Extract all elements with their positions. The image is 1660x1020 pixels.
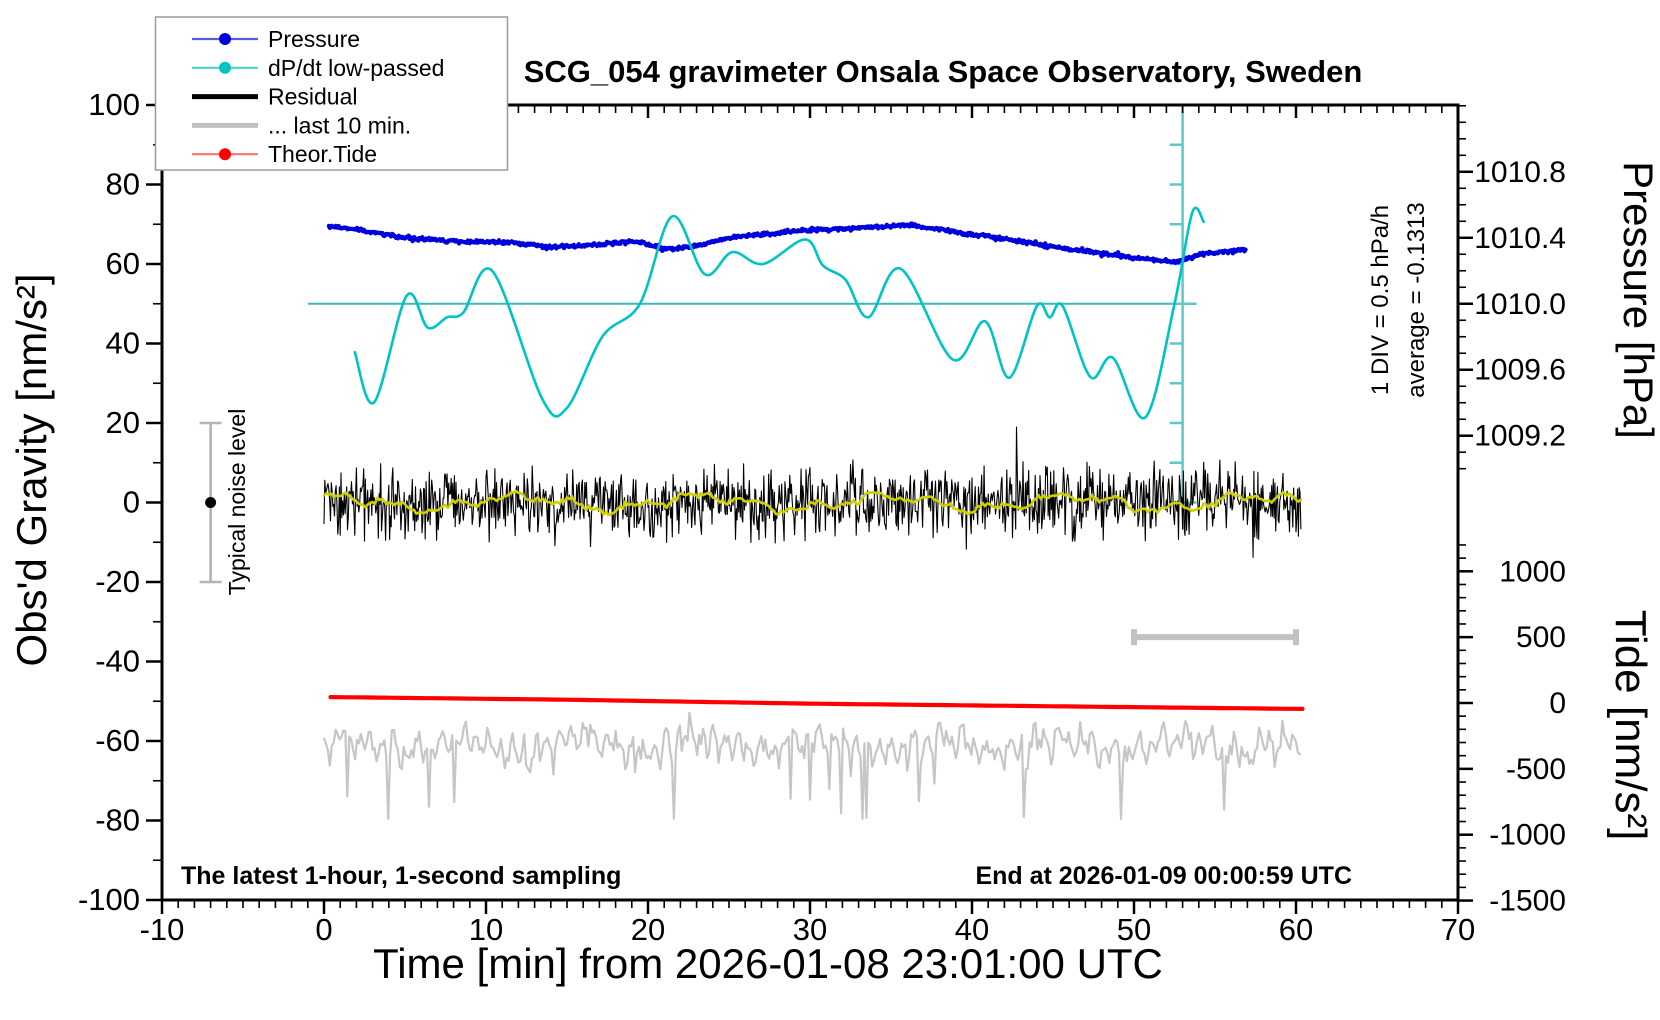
gravity-tick-label: -40 bbox=[95, 644, 140, 679]
pressure-tick-label: 1009.6 bbox=[1474, 354, 1566, 387]
legend-label: Pressure bbox=[268, 26, 360, 52]
theor-tide-series bbox=[328, 694, 1305, 712]
gravity-tick-label: 40 bbox=[106, 326, 140, 361]
pressure-tick-label: 1010.4 bbox=[1474, 222, 1566, 255]
gravity-tick-label: -60 bbox=[95, 723, 140, 758]
sampling-note: The latest 1-hour, 1-second sampling bbox=[181, 862, 621, 890]
tide-tick-label: 1000 bbox=[1499, 555, 1566, 588]
pressure-axis-label: Pressure [hPa] bbox=[1615, 161, 1660, 439]
gravity-tick-label: 0 bbox=[123, 485, 140, 520]
typical-noise-label: Typical noise level bbox=[224, 409, 250, 596]
tide-tick-label: -1500 bbox=[1489, 885, 1566, 918]
legend-item: dP/dt low-passed bbox=[192, 55, 444, 81]
legend-label: ... last 10 min. bbox=[268, 112, 411, 138]
x-tick-label: 0 bbox=[315, 912, 332, 947]
gravity-tick-label: -80 bbox=[95, 803, 140, 838]
legend-item: ... last 10 min. bbox=[192, 112, 411, 138]
legend-label: dP/dt low-passed bbox=[268, 55, 444, 81]
x-tick-label: 50 bbox=[1117, 912, 1151, 947]
legend-item: Theor.Tide bbox=[192, 141, 377, 167]
pressure-tick-label: 1010.0 bbox=[1474, 288, 1566, 321]
x-tick-label: 60 bbox=[1279, 912, 1313, 947]
legend-label: Residual bbox=[268, 84, 358, 110]
div-scale-note: 1 DIV = 0.5 hPa/h bbox=[1367, 205, 1394, 395]
legend-item: Residual bbox=[192, 84, 358, 110]
end-time-note: End at 2026-01-09 00:00:59 UTC bbox=[975, 862, 1352, 890]
gravity-tick-label: 20 bbox=[106, 405, 140, 440]
legend-dot-sample bbox=[219, 61, 231, 74]
chart-title: SCG_054 gravimeter Onsala Space Observat… bbox=[524, 54, 1363, 89]
residual-lowpass-series bbox=[322, 489, 1303, 517]
legend-box bbox=[154, 16, 509, 171]
gravity-tick-label: -20 bbox=[95, 564, 140, 599]
gravity-tick-label: 80 bbox=[106, 167, 140, 202]
x-tick-label: 40 bbox=[955, 912, 989, 947]
tide-axis-label: Tide [nm/s²] bbox=[1606, 610, 1655, 841]
x-tick-label: -10 bbox=[140, 912, 185, 947]
tide-tick-label: 0 bbox=[1549, 687, 1566, 720]
legend-dot-sample bbox=[219, 33, 231, 45]
plot-area: -10 0 10 20 30 40 50 60 70100806040200-20-40-60-… bbox=[78, 87, 1566, 947]
x-tick-label: 10 bbox=[469, 912, 503, 947]
average-note: average = -0.1313 bbox=[1403, 202, 1430, 397]
gravity-tick-label: 60 bbox=[106, 246, 140, 281]
noise-level-errorbar bbox=[199, 421, 222, 584]
gravity-axis-label: Obs'd Gravity [nm/s²] bbox=[8, 273, 55, 666]
tide-tick-label: 500 bbox=[1516, 621, 1566, 654]
tide-tick-label: -500 bbox=[1506, 753, 1566, 786]
pressure-tick-label: 1009.2 bbox=[1474, 420, 1566, 453]
x-axis-label: Time [min] from 2026-01-08 23:01:00 UTC bbox=[373, 940, 1163, 987]
legend-label: Theor.Tide bbox=[268, 141, 377, 167]
gravity-tick-label: -100 bbox=[78, 882, 140, 917]
legend-item: Pressure bbox=[192, 26, 360, 52]
x-tick-label: 30 bbox=[793, 912, 827, 947]
last-10-min-series bbox=[322, 711, 1302, 821]
pressure-series bbox=[326, 221, 1248, 265]
legend-dot-sample bbox=[219, 148, 231, 161]
residual-series bbox=[323, 426, 1302, 558]
x-tick-label: 20 bbox=[631, 912, 665, 947]
last-10-min-range-bar bbox=[1131, 629, 1299, 646]
x-tick-label: 70 bbox=[1441, 912, 1475, 947]
gravity-tick-label: 100 bbox=[88, 87, 140, 122]
dpdt-series bbox=[353, 206, 1205, 420]
legend: Pressure dP/dt low-passed Residual... last… bbox=[154, 16, 509, 171]
errorbar-dot bbox=[205, 497, 217, 508]
tide-tick-label: -1000 bbox=[1489, 819, 1566, 852]
pressure-tick-label: 1010.8 bbox=[1474, 156, 1566, 189]
